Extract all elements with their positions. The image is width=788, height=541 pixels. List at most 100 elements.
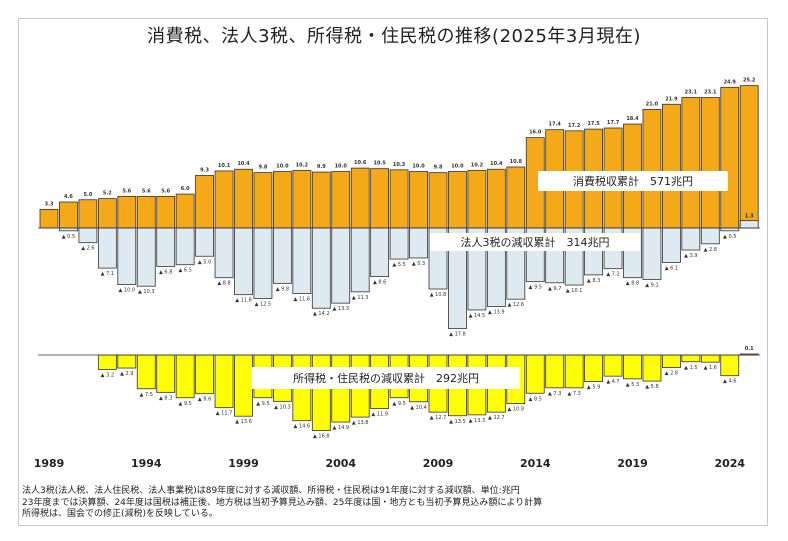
consumption-bar xyxy=(59,201,78,229)
consumption-value-label: 10.5 xyxy=(373,161,386,167)
corporate-bar xyxy=(409,227,428,259)
corporate-bar xyxy=(97,227,117,269)
corporate-value-label: ▲ 6.8 xyxy=(159,269,172,275)
corporate-bar xyxy=(214,227,234,279)
corporate-value-label: ▲ 10.1 xyxy=(566,288,583,294)
consumption-value-label: 9.3 xyxy=(200,167,209,173)
corporate-bar xyxy=(175,227,195,266)
income-value-label: ▲ 7.5 xyxy=(140,392,153,398)
income-bar xyxy=(700,354,720,363)
income-value-label: ▲ 13.8 xyxy=(352,420,369,426)
income-bar xyxy=(642,354,662,382)
corporate-value-label: ▲ 17.8 xyxy=(449,332,466,338)
x-tick-label: 2014 xyxy=(520,457,551,470)
consumption-value-label: 21.0 xyxy=(646,101,659,107)
consumption-value-label: 10.0 xyxy=(412,164,425,170)
corporate-bar xyxy=(739,220,759,229)
x-tick-label: 1994 xyxy=(131,457,162,470)
consumption-bar xyxy=(39,208,59,229)
corporate-bar xyxy=(350,227,370,293)
consumption-bar xyxy=(409,171,428,229)
corporate-value-label: ▲ 9.7 xyxy=(548,286,561,292)
consumption-value-label: 5.6 xyxy=(161,188,170,194)
corporate-value-label: ▲ 9.1 xyxy=(645,282,658,288)
income-value-label: ▲ 13.5 xyxy=(449,419,466,425)
consumption-bar xyxy=(506,166,526,229)
income-value-label: ▲ 12.7 xyxy=(488,415,505,421)
corporate-value-label: ▲ 8.6 xyxy=(373,280,386,286)
income-value-label: 0.1 xyxy=(745,346,754,352)
income-value-label: ▲ 7.3 xyxy=(548,391,561,397)
x-tick-label: 2019 xyxy=(617,457,648,470)
income-value-label: ▲ 13.6 xyxy=(235,419,252,425)
corporate-value-label: ▲ 10.3 xyxy=(138,289,155,295)
corporate-value-label: ▲ 11.8 xyxy=(235,298,252,304)
consumption-value-label: 18.4 xyxy=(626,116,639,122)
income-value-label: ▲ 9.5 xyxy=(256,401,269,407)
consumption-value-label: 17.2 xyxy=(568,123,581,129)
corporate-value-label: ▲ 6.5 xyxy=(178,268,191,274)
consumption-bar xyxy=(136,195,156,229)
income-bar xyxy=(97,354,117,370)
consumption-value-label: 10.8 xyxy=(510,159,523,165)
corporate-value-label: ▲ 7.2 xyxy=(606,272,619,278)
income-value-label: ▲ 1.5 xyxy=(684,365,697,371)
consumption-value-label: 5.0 xyxy=(83,192,92,198)
consumption-value-label: 16.0 xyxy=(529,130,542,136)
income-value-label: ▲ 3.2 xyxy=(101,372,114,378)
consumption-value-label: 10.0 xyxy=(335,164,348,170)
x-tick-label: 1999 xyxy=(228,457,259,470)
consumption-bar xyxy=(642,108,662,229)
income-bar xyxy=(662,354,681,369)
corporate-bar xyxy=(642,227,662,280)
consumption-bar xyxy=(272,171,292,229)
consumption-value-label: 10.4 xyxy=(490,161,503,167)
corporate-bar xyxy=(136,227,156,287)
corporate-bar xyxy=(681,227,701,251)
x-tick-label: 2004 xyxy=(325,457,356,470)
corporate-total-annotation: 法人3税の減収累計 314兆円 xyxy=(461,235,610,249)
corporate-value-label: ▲ 11.6 xyxy=(294,297,311,303)
income-bar xyxy=(564,354,584,389)
consumption-bar xyxy=(350,167,370,229)
income-bar xyxy=(603,354,623,377)
corporate-bar xyxy=(78,227,98,244)
income-value-label: ▲ 16.8 xyxy=(313,434,330,440)
corporate-bar xyxy=(389,227,409,260)
income-value-label: ▲ 1.6 xyxy=(704,365,717,371)
corporate-value-label: ▲ 2.8 xyxy=(704,247,717,253)
consumption-bar xyxy=(681,97,701,229)
corporate-bar xyxy=(234,227,253,296)
income-value-label: ▲ 11.7 xyxy=(216,411,233,417)
corporate-value-label: ▲ 3.9 xyxy=(684,253,697,259)
corporate-value-label: ▲ 11.3 xyxy=(352,295,369,301)
chart-title: 消費税、法人3税、所得税・住民税の推移(2025年3月現在) xyxy=(147,26,641,47)
consumption-total-annotation-box xyxy=(538,171,728,191)
income-total-annotation-box xyxy=(252,367,520,389)
income-bar xyxy=(720,354,740,377)
corporate-value-label: ▲ 8.3 xyxy=(587,278,600,284)
corporate-value-label: ▲ 14.2 xyxy=(313,311,330,317)
footnote-line-1: 法人3税(法人税、法人住民税、法人事業税)は89年度に対する減収額、所得税・住民… xyxy=(22,486,520,496)
corporate-value-label: ▲ 14.5 xyxy=(469,313,486,319)
consumption-value-label: 17.4 xyxy=(549,122,562,128)
income-bar xyxy=(195,354,215,395)
income-value-label: ▲ 5.9 xyxy=(587,385,600,391)
consumption-value-label: 5.2 xyxy=(103,191,112,197)
consumption-value-label: 10.0 xyxy=(276,164,289,170)
consumption-bar xyxy=(720,86,740,229)
corporate-value-label: ▲ 5.3 xyxy=(412,261,425,267)
consumption-value-label: 17.5 xyxy=(587,121,600,127)
consumption-bar xyxy=(214,170,234,229)
consumption-value-label: 10.1 xyxy=(218,163,231,169)
consumption-bar xyxy=(389,169,409,229)
corporate-value-label: ▲ 6.1 xyxy=(665,265,678,271)
corporate-value-label: ▲ 0.5 xyxy=(62,234,75,240)
income-value-label: ▲ 10.8 xyxy=(508,407,525,413)
corporate-bar xyxy=(117,227,137,285)
consumption-value-label: 24.9 xyxy=(724,79,737,85)
corporate-value-label: ▲ 12.5 xyxy=(255,302,272,308)
consumption-bar xyxy=(292,169,312,229)
consumption-value-label: 10.2 xyxy=(471,162,484,168)
